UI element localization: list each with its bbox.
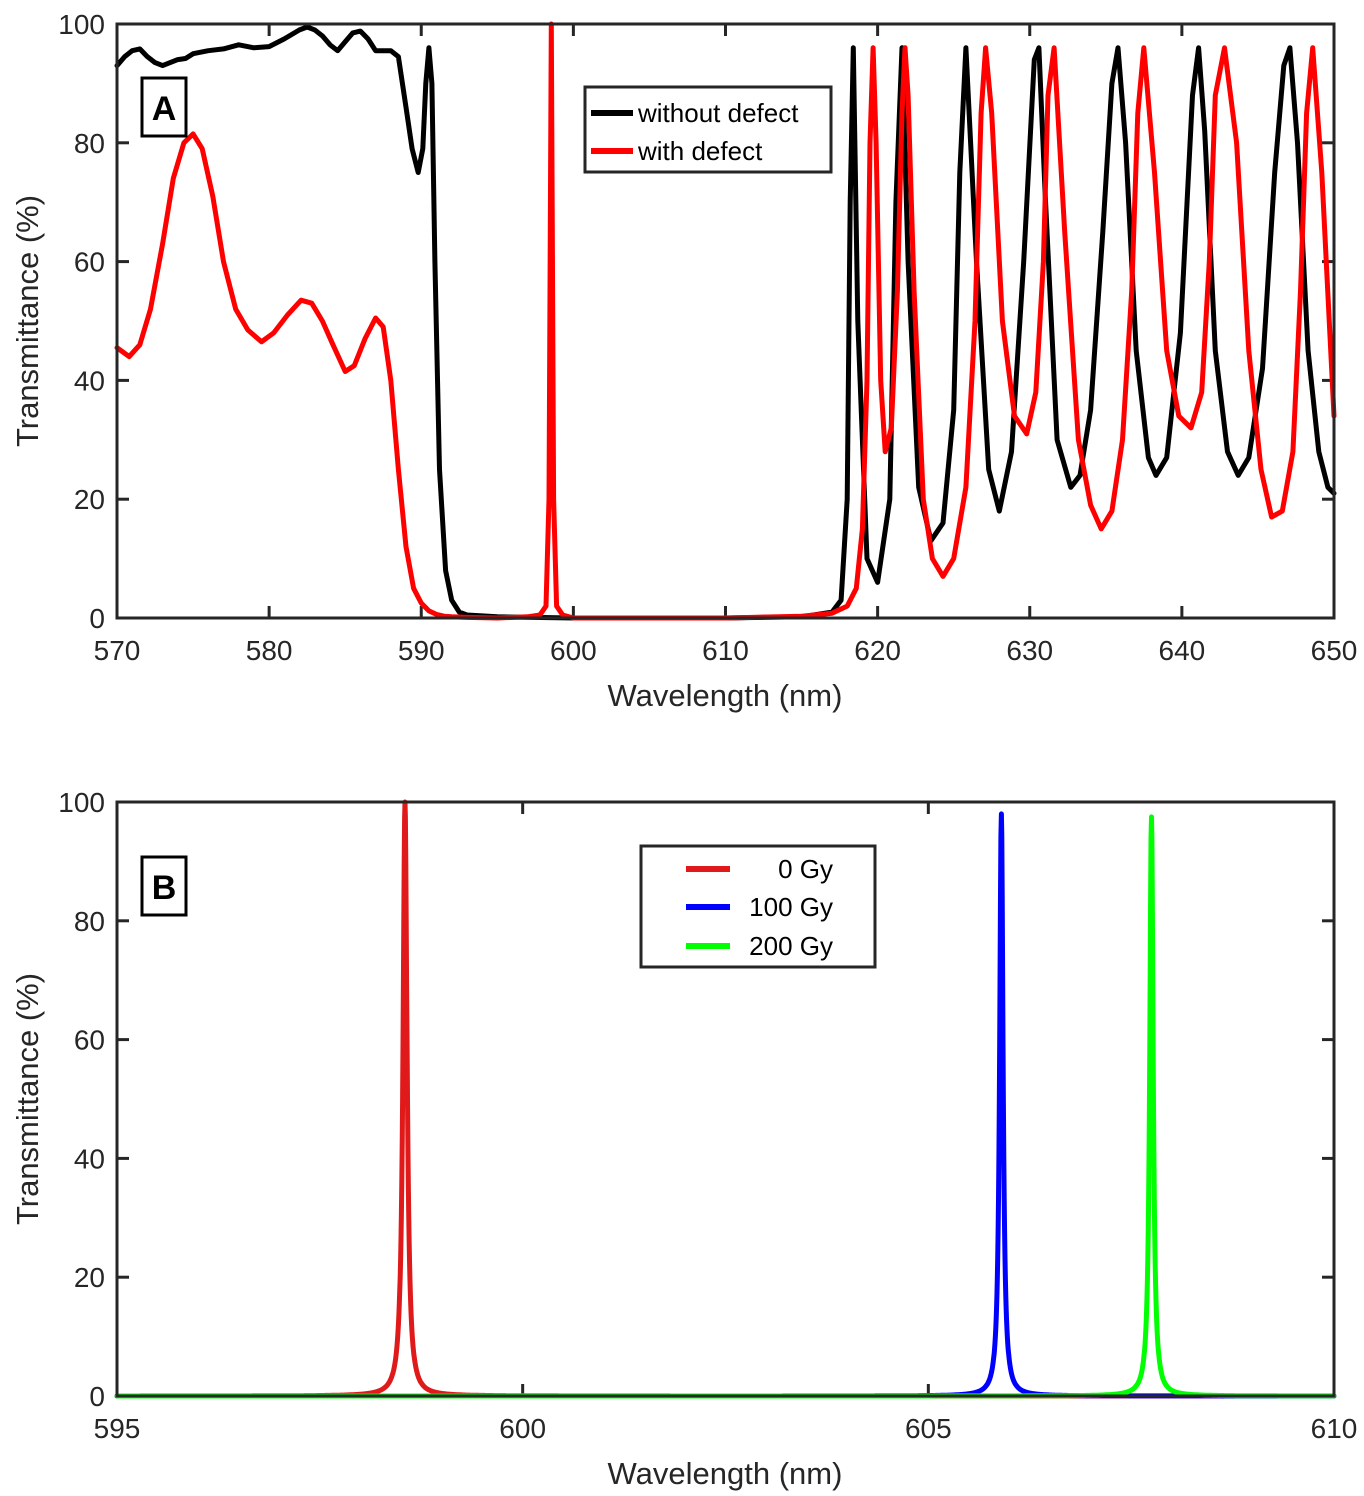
panel-b-xtick-label: 595 <box>94 1413 141 1444</box>
panel-a-letter-box <box>140 76 188 138</box>
panel-b-ytick-label: 40 <box>74 1143 105 1174</box>
panel-a-ytick-label: 80 <box>74 128 105 159</box>
panel-b-ytick-label: 60 <box>74 1025 105 1056</box>
series-line-with-defect <box>114 21 1337 621</box>
panel-a-ytick-label: 100 <box>58 9 105 40</box>
panel-a-xtick-label: 570 <box>94 635 141 666</box>
panel-a-lines <box>114 21 1337 621</box>
panel-b-legend-box <box>639 844 877 969</box>
panel-a-ytick-label: 40 <box>74 365 105 396</box>
panel-a-axes-box <box>115 22 1336 620</box>
panel-b-axes-box <box>115 800 1336 1398</box>
legend-label-200-gy: 200 Gy <box>749 931 833 961</box>
panel-a-xtick-label: 650 <box>1311 635 1358 666</box>
panel-a-xtick-label: 580 <box>246 635 293 666</box>
panel-a-legend: without defect with defect <box>583 85 833 174</box>
panel-a-xtick-label: 600 <box>550 635 597 666</box>
legend-label-without-defect: without defect <box>637 98 799 128</box>
panel-a-xtick-label: 620 <box>854 635 901 666</box>
series-line-without-defect <box>114 24 1337 621</box>
panel-b-ticks: 595 600 605 610 0 20 40 60 80 100 <box>58 787 1357 1444</box>
panel-b-ytick-label: 80 <box>74 906 105 937</box>
panel-b-xlabel: Wavelength (nm) <box>608 1456 843 1491</box>
panel-a-xtick-label: 610 <box>702 635 749 666</box>
panel-b-letter-box <box>140 855 188 917</box>
panel-a-ytick-label: 60 <box>74 247 105 278</box>
panel-b-xtick-label: 605 <box>905 1413 952 1444</box>
panel-a-ytick-label: 20 <box>74 484 105 515</box>
panel-b-legend: 0 Gy 100 Gy 200 Gy <box>639 844 877 969</box>
legend-label-0-gy: 0 Gy <box>778 854 833 884</box>
panel-a: 570 580 590 600 610 620 630 640 650020406080100 … <box>10 9 1357 713</box>
panel-b-ylabel: Transmittance (%) <box>10 973 45 1225</box>
panel-b-ytick-label: 20 <box>74 1262 105 1293</box>
panel-b-ytick-label: 0 <box>89 1381 105 1412</box>
panel-a-legend-box <box>583 85 833 174</box>
panel-a-xtick-label: 630 <box>1006 635 1053 666</box>
legend-label-with-defect: with defect <box>637 136 763 166</box>
panel-a-xlabel: Wavelength (nm) <box>608 678 843 713</box>
panel-b-xtick-label: 600 <box>499 1413 546 1444</box>
panel-a-xtick-label: 640 <box>1159 635 1206 666</box>
legend-label-100-gy: 100 Gy <box>749 892 833 922</box>
panel-b: 595 600 605 610 0 20 40 60 80 100 B Wavelength (n… <box>10 787 1357 1491</box>
panel-a-letter: A <box>152 90 177 128</box>
panel-b-letter: B <box>152 869 177 907</box>
panel-b-xtick-label: 610 <box>1311 1413 1358 1444</box>
panel-a-ylabel: Transmittance (%) <box>10 195 45 447</box>
panel-a-ytick-label: 0 <box>89 603 105 634</box>
panel-b-ytick-label: 100 <box>58 787 105 818</box>
panel-a-xtick-label: 590 <box>398 635 445 666</box>
panel-a-ticks: 570 580 590 600 610 620 630 640 650 0 20 40 60 80 100 <box>58 9 1357 666</box>
